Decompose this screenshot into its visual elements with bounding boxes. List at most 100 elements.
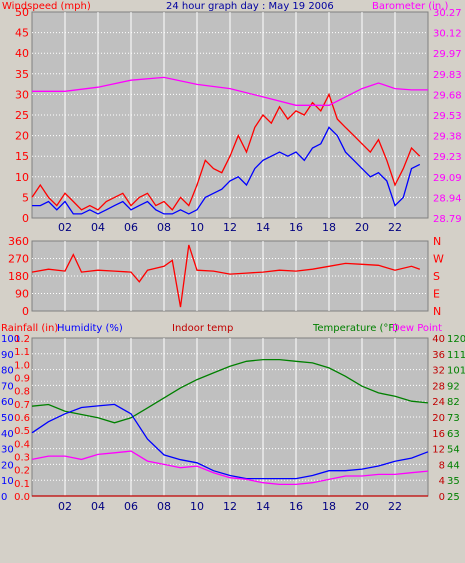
dew-point-axis-label: Dew Point xyxy=(392,323,442,334)
rainfall-tick-label: 1.1 xyxy=(14,347,30,358)
temperature-tick-label: 82 xyxy=(447,397,460,408)
windspeed-tick-label: 30 xyxy=(15,88,29,101)
indoor-temp-tick-label: 36 xyxy=(432,350,445,361)
top-x-tick-label: 12 xyxy=(223,221,237,234)
bottom-x-tick-label: 18 xyxy=(322,500,336,513)
temperature-tick-label: 120 xyxy=(447,334,465,345)
temperature-tick-label: 92 xyxy=(447,381,460,392)
bottom-gridlines xyxy=(32,338,428,496)
indoor-temp-tick-label: 32 xyxy=(432,366,445,377)
bottom-x-tick-label: 02 xyxy=(58,500,72,513)
temperature-tick-label: 111 xyxy=(447,350,465,361)
rainfall-tick-label: 0.1 xyxy=(14,479,30,490)
bottom-x-tick-label: 14 xyxy=(256,500,270,513)
rainfall-tick-label: 0.0 xyxy=(14,492,30,503)
series-barometer-line xyxy=(32,76,428,106)
humidity-tick-label: 0 xyxy=(1,492,7,503)
rainfall-tick-label: 0.4 xyxy=(14,439,30,450)
top-x-tick-label: 04 xyxy=(91,221,105,234)
barometer-tick-label: 29.83 xyxy=(433,70,462,81)
compass-tick-label: S xyxy=(433,270,440,283)
compass-tick-label: N xyxy=(433,235,441,248)
mid-gridlines xyxy=(32,241,428,311)
humidity-tick-label: 40 xyxy=(1,429,14,440)
temperature-axis-label: Temperature (°F) xyxy=(312,323,398,334)
windspeed-tick-label: 0 xyxy=(22,212,29,225)
humidity-tick-label: 90 xyxy=(1,350,14,361)
rainfall-tick-label: 0.6 xyxy=(14,413,30,424)
bottom-x-tick-label: 12 xyxy=(223,500,237,513)
barometer-tick-label: 28.94 xyxy=(433,193,462,204)
compass-tick-label: W xyxy=(433,253,444,266)
series-gust-line xyxy=(31,92,421,211)
temperature-tick-label: 63 xyxy=(447,429,460,440)
windspeed-tick-label: 40 xyxy=(15,47,29,60)
barometer-tick-label: 30.27 xyxy=(433,8,462,19)
windspeed-tick-label: 15 xyxy=(15,150,29,163)
top-x-tick-label: 08 xyxy=(157,221,171,234)
chart-title: 24 hour graph day : May 19 2006 xyxy=(166,1,334,12)
humidity-tick-label: 80 xyxy=(1,366,14,377)
top-x-tick-label: 14 xyxy=(256,221,270,234)
direction-tick-label: 180 xyxy=(8,270,29,283)
top-x-tick-label: 06 xyxy=(124,221,138,234)
indoor-temp-tick-label: 8 xyxy=(439,460,445,471)
data-series xyxy=(31,76,429,497)
windspeed-tick-label: 35 xyxy=(15,68,29,81)
top-x-tick-label: 10 xyxy=(190,221,204,234)
bottom-x-tick-label: 16 xyxy=(289,500,303,513)
indoor-temp-tick-label: 20 xyxy=(432,413,445,424)
bottom-x-tick-label: 04 xyxy=(91,500,105,513)
humidity-tick-label: 70 xyxy=(1,381,14,392)
windspeed-tick-label: 20 xyxy=(15,130,29,143)
compass-tick-label: E xyxy=(433,288,440,301)
indoor-temp-tick-label: 24 xyxy=(432,397,445,408)
bottom-x-tick-label: 22 xyxy=(388,500,402,513)
indoor-temp-tick-label: 16 xyxy=(432,429,445,440)
top-x-tick-label: 02 xyxy=(58,221,72,234)
windspeed-axis-label: Windspeed (mph) xyxy=(2,1,91,12)
humidity-tick-label: 100 xyxy=(1,334,20,345)
indoor-temp-label: Indoor temp xyxy=(172,323,233,334)
bottom-x-tick-label: 08 xyxy=(157,500,171,513)
top-x-tick-label: 20 xyxy=(355,221,369,234)
series-average-line xyxy=(32,126,421,215)
humidity-tick-label: 50 xyxy=(1,413,14,424)
top-x-tick-label: 22 xyxy=(388,221,402,234)
barometer-tick-label: 29.38 xyxy=(433,132,462,143)
direction-tick-label: 270 xyxy=(8,253,29,266)
barometer-tick-label: 29.68 xyxy=(433,90,462,101)
top-x-tick-label: 18 xyxy=(322,221,336,234)
barometer-axis-label: Barometer (in.) xyxy=(372,1,448,12)
barometer-tick-label: 30.12 xyxy=(433,29,462,40)
humidity-tick-label: 20 xyxy=(1,460,14,471)
rainfall-tick-label: 0.7 xyxy=(14,400,30,411)
top-x-tick-label: 16 xyxy=(289,221,303,234)
humidity-tick-label: 30 xyxy=(1,445,14,456)
compass-tick-label: N xyxy=(433,305,441,318)
rainfall-tick-label: 0.8 xyxy=(14,387,30,398)
rainfall-tick-label: 0.5 xyxy=(14,426,30,437)
direction-tick-label: 360 xyxy=(8,235,29,248)
series-temperature-line xyxy=(31,358,429,424)
indoor-temp-tick-label: 0 xyxy=(439,492,445,503)
axis-ticks: 0510152025303540455028.7928.9429.0929.23… xyxy=(1,6,465,513)
series-wind-direction-line xyxy=(31,244,421,308)
direction-tick-label: 0 xyxy=(22,305,29,318)
humidity-tick-label: 60 xyxy=(1,397,14,408)
rainfall-tick-label: 0.3 xyxy=(14,453,30,464)
temperature-tick-label: 73 xyxy=(447,413,460,424)
temperature-tick-label: 35 xyxy=(447,476,460,487)
series-dew-point-line xyxy=(31,450,429,486)
bottom-x-tick-label: 06 xyxy=(124,500,138,513)
windspeed-tick-label: 25 xyxy=(15,109,29,122)
humidity-axis-label: Humidity (%) xyxy=(57,323,123,334)
windspeed-tick-label: 45 xyxy=(15,27,29,40)
humidity-tick-label: 10 xyxy=(1,476,14,487)
rainfall-tick-label: 1.2 xyxy=(14,334,30,345)
barometer-tick-label: 28.79 xyxy=(433,214,462,225)
rainfall-tick-label: 0.2 xyxy=(14,466,30,477)
top-gridlines xyxy=(32,12,428,218)
